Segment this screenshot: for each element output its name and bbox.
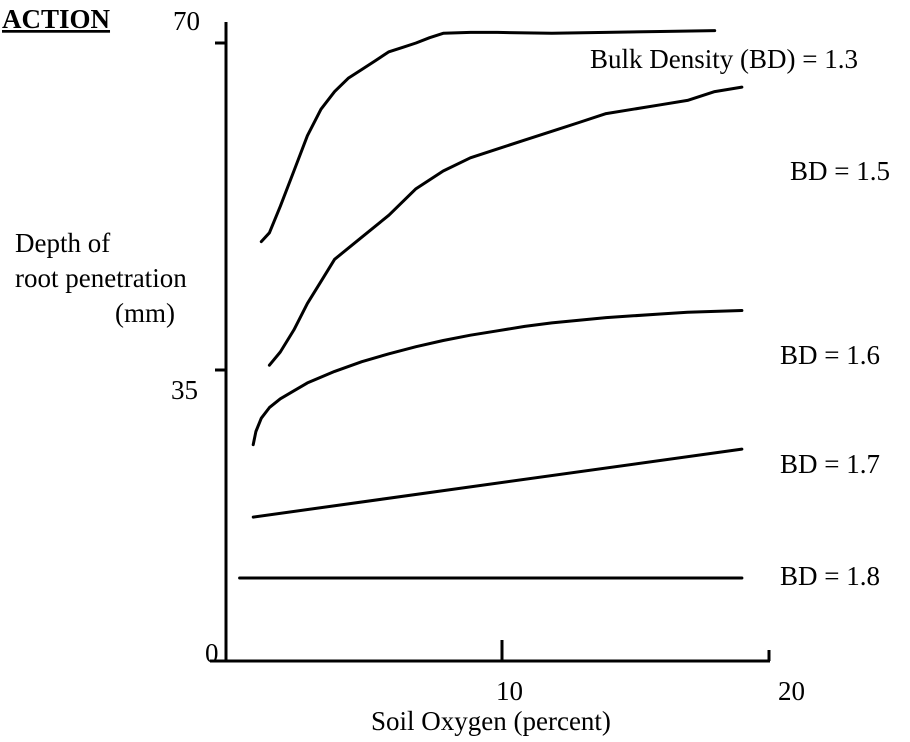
series-line-bd-1-6 — [251, 309, 744, 447]
series-label-bd-1-3: Bulk Density (BD) = 1.3 — [590, 44, 858, 74]
y-tick-label-70: 70 — [173, 6, 200, 36]
series-label-bd-1-7: BD = 1.7 — [780, 449, 880, 479]
series-labels: Bulk Density (BD) = 1.3 BD = 1.5 BD = 1.… — [590, 44, 890, 591]
heading: ACTION — [2, 4, 111, 34]
tick-labels: 70 35 0 10 20 — [171, 6, 805, 706]
y-axis-title-line-1: Depth of — [15, 228, 110, 258]
series-label-bd-1-8: BD = 1.8 — [780, 561, 880, 591]
x-axis-title: Soil Oxygen (percent) — [371, 706, 611, 736]
series-label-bd-1-5: BD = 1.5 — [790, 156, 890, 186]
y-tick-label-35: 35 — [171, 375, 198, 405]
y-axis-title-line-3: (mm) — [115, 298, 175, 328]
series-label-bd-1-6: BD = 1.6 — [780, 340, 880, 370]
axes — [210, 22, 771, 663]
y-tick-label-0: 0 — [205, 638, 219, 668]
x-tick-label-20: 20 — [778, 676, 805, 706]
series-line-bd-1-3 — [259, 29, 717, 244]
x-tick-label-10: 10 — [496, 676, 523, 706]
series-line-bd-1-7 — [251, 447, 744, 519]
series-lines — [238, 29, 744, 580]
series-line-bd-1-5 — [267, 85, 744, 367]
y-axis-title-line-2: root penetration — [15, 263, 187, 293]
y-axis-title: Depth of root penetration (mm) — [15, 228, 187, 328]
